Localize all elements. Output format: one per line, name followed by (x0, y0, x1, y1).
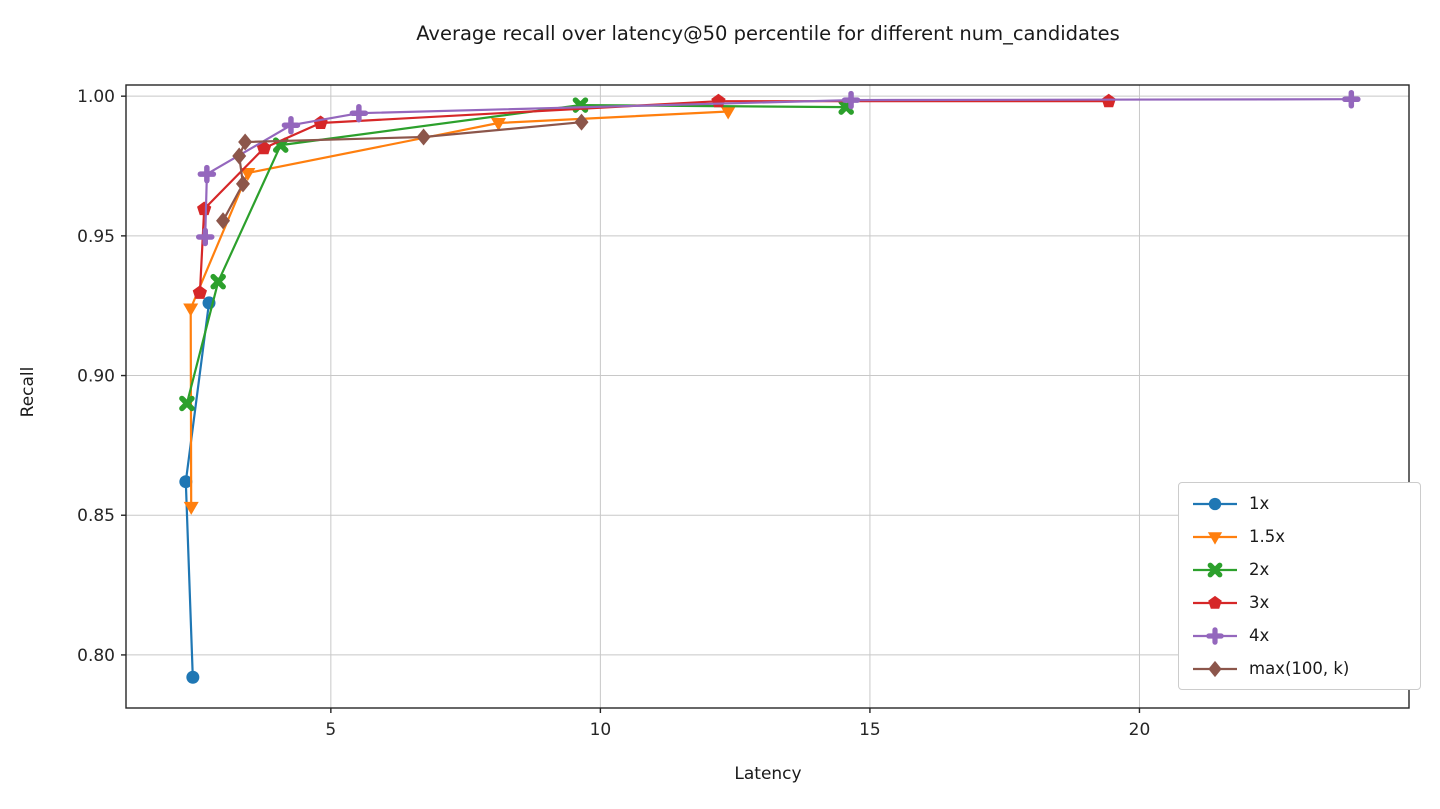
x-axis-label: Latency (734, 764, 802, 784)
legend-item-3x: 3x (1179, 592, 1420, 614)
x-tick-label: 10 (590, 720, 612, 740)
legend-item-label: 3x (1249, 593, 1270, 612)
series-markers-1-5x (183, 106, 736, 515)
legend-item-2x: 2x (1179, 559, 1420, 581)
x-tick-label: 20 (1129, 720, 1151, 740)
y-tick-label: 0.90 (77, 367, 115, 387)
legend-item-label: 4x (1249, 626, 1270, 645)
legend-box: 1x 1.5x 2x 3x 4x max(100, k) (1178, 482, 1421, 690)
legend-item-label: max(100, k) (1249, 659, 1350, 678)
y-tick-label: 1.00 (77, 87, 115, 107)
legend-item-label: 2x (1249, 560, 1270, 579)
series-markers-1x (179, 296, 216, 684)
legend-item-4x: 4x (1179, 625, 1420, 647)
y-tick-label: 0.80 (77, 646, 115, 666)
series-line-max-100-k (221, 121, 583, 222)
legend-item-label: 1x (1249, 494, 1270, 513)
legend-item-max-100-k: max(100, k) (1179, 658, 1420, 680)
series-line-1-5x (189, 110, 730, 508)
plot-frame (125, 84, 1410, 709)
x-tick-label: 5 (325, 720, 336, 740)
y-tick-label: 0.85 (77, 506, 115, 526)
chart-title: Average recall over latency@50 percentil… (416, 22, 1120, 45)
series-line-4x (204, 98, 1353, 239)
series-line-3x (198, 100, 1110, 294)
legend-swatch-pentagon-icon (1193, 595, 1237, 609)
series-markers-4x (195, 89, 1361, 247)
series-markers-max-100-k (216, 113, 589, 230)
legend-swatch-circle-icon (1193, 497, 1237, 510)
y-axis-label: Recall (18, 366, 38, 418)
y-tick-label: 0.95 (77, 227, 115, 247)
legend-swatch-diamond-icon (1193, 660, 1237, 677)
legend-swatch-x-icon (1193, 562, 1237, 577)
x-tick-label: 15 (859, 720, 881, 740)
legend-item-label: 1.5x (1249, 527, 1286, 546)
legend-item-1x: 1x (1179, 493, 1420, 515)
legend-swatch-plus-icon (1193, 626, 1237, 645)
legend-item-1-5x: 1.5x (1179, 526, 1420, 548)
series-markers-2x (179, 97, 854, 412)
legend-swatch-triangle-down-icon (1193, 531, 1237, 545)
